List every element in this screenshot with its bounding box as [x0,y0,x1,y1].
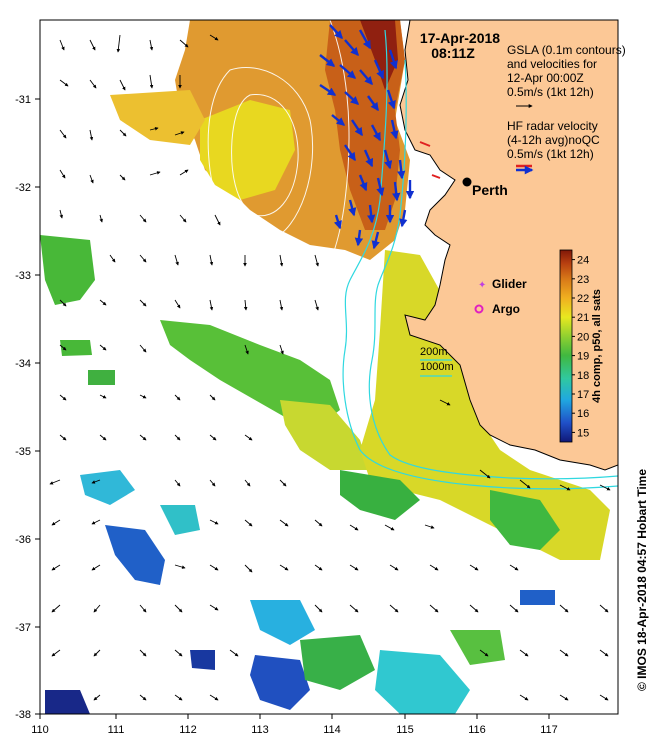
sst-deep-core [360,20,398,90]
sst-green-nc2 [60,340,92,356]
x-tick-label: 110 [31,724,49,736]
isobath-200-label: 200m [420,346,448,358]
colorbar: 24 23 22 21 20 19 18 17 16 15 4h comp, p50, all s… [559,249,603,443]
sst-navy-sw [45,690,90,714]
y-tick-labels: -31 -32 -33 -34 -35 -36 -37 -38 [15,94,31,721]
sst-blue-b [250,655,310,710]
y-tick-label: -35 [15,446,31,458]
colorbar-tick-label: 18 [577,370,589,382]
ssh-contours [207,20,350,301]
y-tick-label: -36 [15,534,31,546]
isobath-200m [368,59,618,480]
isobath-1000-label: 1000m [420,361,454,373]
sst-cyan-b [160,505,200,535]
y-tick-label: -38 [15,709,31,721]
isobath-legend: 200m 1000m [420,346,454,377]
sst-yellow-west [200,100,295,200]
radar-legend-line: (4-12h avg)noQC [507,133,600,147]
x-tick-label: 113 [251,724,269,736]
x-tick-label: 111 [108,724,125,736]
sst-green-band [160,320,340,425]
colorbar-tick-label: 24 [577,255,589,267]
colorbar-tick-label: 19 [577,351,589,363]
x-tick-labels: 110 111 112 113 114 115 116 117 [31,724,558,736]
perth-marker [462,177,472,187]
y-tick-label: -34 [15,358,31,370]
isobath-1000m [342,29,618,490]
y-tick-label: -31 [15,94,31,106]
y-tick-marks [35,98,40,715]
radar-legend: HF radar velocity (4-12h avg)noQC 0.5m/s… [507,119,600,175]
radar-legend-line: 0.5m/s (1kt 12h) [507,147,594,161]
gsla-legend-line: and velocities for [507,57,597,71]
colorbar-tick-label: 17 [577,389,589,401]
hf-radar-arrows [319,24,415,250]
sst-green-nc [88,370,115,385]
argo-icon [474,304,484,314]
radar-legend-line: HF radar velocity [507,119,598,133]
map-date: 17-Apr-2018 [420,30,500,46]
y-tick-label: -33 [15,270,31,282]
map-time: 08:11Z [431,45,475,61]
gsla-legend-line: GSLA (0.1m contours) [507,43,626,57]
argo-label: Argo [492,302,520,316]
sst-green-mid [340,470,420,520]
sst-green-bl [40,235,95,305]
gsla-legend-line: 12-Apr 00:00Z [507,71,584,85]
x-tick-marks [39,714,550,719]
x-tick-label: 112 [179,724,197,736]
platform-legend: ✦ Glider Argo [474,277,527,316]
colorbar-tick-label: 20 [577,331,589,343]
sst-blue-c [520,590,555,605]
colorbar-tick-label: 15 [577,427,589,439]
sst-yellow-band [280,400,370,470]
x-tick-label: 115 [396,724,414,736]
sst-green-south2 [450,630,505,665]
glider-icon: ✦ [478,280,486,291]
sst-navy-c [190,650,215,670]
gsla-legend-line: 0.5m/s (1kt 12h) [507,85,594,99]
sst-green-east [490,490,560,550]
footer-credit: © IMOS 18-Apr-2018 04:57 Hobart Time [635,469,649,691]
x-tick-label: 117 [540,724,558,736]
sst-green-south [300,635,375,690]
colorbar-ramp [559,249,573,443]
x-tick-label: 114 [323,724,341,736]
colorbar-tick-label: 21 [577,312,589,324]
y-tick-label: -37 [15,622,31,634]
red-arrows [419,141,441,179]
x-tick-label: 116 [468,724,486,736]
y-tick-label: -32 [15,182,31,194]
glider-label: Glider [492,277,527,291]
sst-cyan-south [375,650,470,714]
perth-label: Perth [472,182,508,198]
colorbar-tick-label: 23 [577,274,589,286]
colorbar-ticks: 24 23 22 21 20 19 18 17 16 15 [572,255,589,439]
colorbar-tick-label: 22 [577,293,589,305]
colorbar-tick-label: 16 [577,408,589,420]
plot-frame [39,19,619,715]
colorbar-label: 4h comp, p50, all sats [591,289,603,403]
sst-cyan-c [250,600,315,645]
gsla-velocity-arrows [49,34,611,701]
isobaths [342,29,618,490]
gsla-legend: GSLA (0.1m contours) and velocities for … [507,43,626,108]
sst-blue-a [105,525,165,585]
sst-cyan-a [80,470,135,505]
